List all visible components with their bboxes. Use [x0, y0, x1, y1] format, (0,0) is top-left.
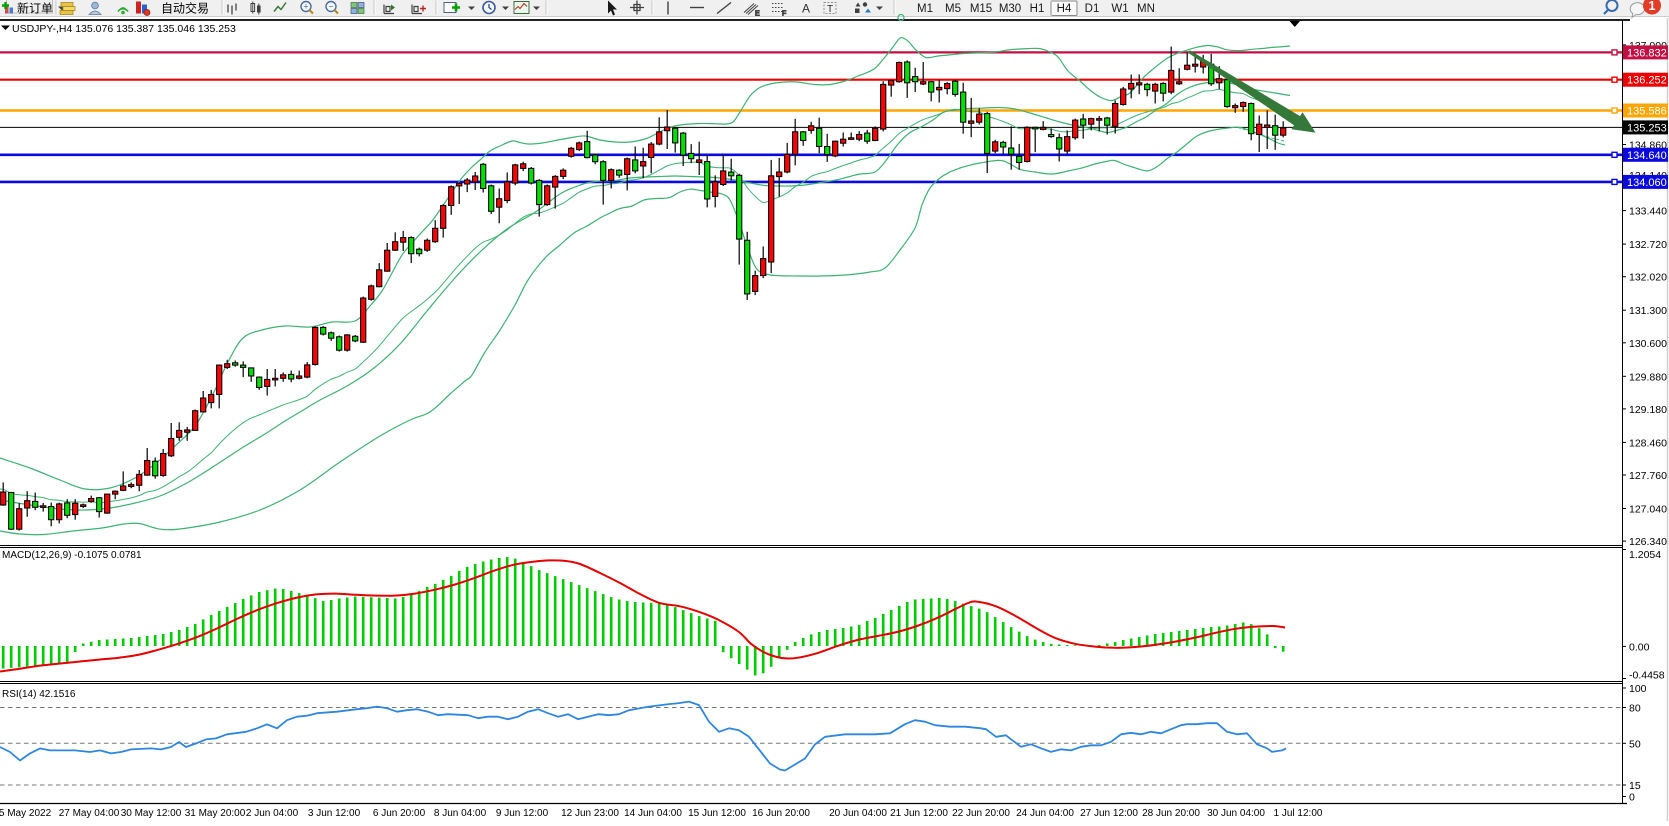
svg-text:USDJPY-,H4 135.076 135.387 13: USDJPY-,H4 135.076 135.387 135.046 135.2…: [12, 23, 236, 35]
svg-text:T: T: [827, 4, 833, 15]
svg-text:3 Jun 12:00: 3 Jun 12:00: [308, 808, 361, 819]
svg-text:15: 15: [1629, 780, 1641, 792]
svg-text:D1: D1: [1085, 3, 1100, 15]
svg-text:20 Jun 04:00: 20 Jun 04:00: [829, 808, 887, 819]
svg-text:135.586: 135.586: [1627, 106, 1667, 118]
svg-text:30 May 12:00: 30 May 12:00: [121, 808, 182, 819]
svg-text:31 May 20:00: 31 May 20:00: [185, 808, 246, 819]
svg-text:M5: M5: [945, 3, 961, 15]
svg-text:9 Jun 12:00: 9 Jun 12:00: [496, 808, 549, 819]
svg-text:129.880: 129.880: [1629, 371, 1667, 383]
svg-text:5 May 2022: 5 May 2022: [0, 808, 52, 819]
svg-text:8 Jun 04:00: 8 Jun 04:00: [434, 808, 487, 819]
svg-text:22 Jun 20:00: 22 Jun 20:00: [952, 808, 1010, 819]
svg-text:14 Jun 04:00: 14 Jun 04:00: [624, 808, 682, 819]
svg-text:50: 50: [1629, 738, 1641, 750]
svg-text:MACD(12,26,9) -0.1075 0.0781: MACD(12,26,9) -0.1075 0.0781: [2, 550, 142, 561]
svg-text:132.020: 132.020: [1629, 272, 1667, 284]
svg-text:0.00: 0.00: [1629, 641, 1650, 653]
svg-text:RSI(14) 42.1516: RSI(14) 42.1516: [2, 689, 76, 700]
svg-text:E: E: [755, 11, 760, 18]
svg-text:M1: M1: [917, 3, 933, 15]
svg-text:132.720: 132.720: [1629, 239, 1667, 251]
svg-text:127.040: 127.040: [1629, 504, 1667, 516]
svg-text:1 Jul 12:00: 1 Jul 12:00: [1274, 808, 1323, 819]
svg-text:M15: M15: [970, 3, 992, 15]
svg-text:新订单: 新订单: [17, 1, 53, 16]
svg-text:+: +: [303, 2, 308, 12]
svg-text:自动交易: 自动交易: [161, 1, 209, 16]
svg-text:134.060: 134.060: [1627, 177, 1667, 189]
svg-text:15 Jun 12:00: 15 Jun 12:00: [688, 808, 746, 819]
svg-text:6 Jun 20:00: 6 Jun 20:00: [373, 808, 426, 819]
svg-text:129.180: 129.180: [1629, 404, 1667, 416]
svg-text:16 Jun 20:00: 16 Jun 20:00: [752, 808, 810, 819]
svg-text:1.2054: 1.2054: [1629, 549, 1661, 561]
svg-text:F: F: [782, 11, 786, 18]
svg-text:130.600: 130.600: [1629, 338, 1667, 350]
svg-text:133.440: 133.440: [1629, 206, 1667, 218]
svg-text:127.760: 127.760: [1629, 470, 1667, 482]
svg-text:21 Jun 12:00: 21 Jun 12:00: [890, 808, 948, 819]
svg-text:2 Jun 04:00: 2 Jun 04:00: [246, 808, 299, 819]
svg-text:135.253: 135.253: [1627, 122, 1667, 134]
svg-text:1: 1: [1649, 0, 1656, 13]
svg-text:−: −: [328, 2, 333, 12]
svg-text:12 Jun 23:00: 12 Jun 23:00: [561, 808, 619, 819]
svg-text:W1: W1: [1111, 3, 1128, 15]
svg-text:H4: H4: [1057, 3, 1072, 15]
svg-text:134.640: 134.640: [1627, 150, 1667, 162]
svg-text:136.252: 136.252: [1627, 75, 1667, 87]
svg-text:80: 80: [1629, 703, 1641, 715]
svg-text:0: 0: [1629, 792, 1635, 804]
svg-text:24 Jun 04:00: 24 Jun 04:00: [1016, 808, 1074, 819]
svg-text:H1: H1: [1030, 3, 1045, 15]
svg-text:MN: MN: [1137, 3, 1155, 15]
svg-text:A: A: [802, 2, 810, 16]
svg-text:30 Jun 04:00: 30 Jun 04:00: [1207, 808, 1265, 819]
svg-text:-0.4458: -0.4458: [1629, 669, 1665, 681]
svg-text:27 Jun 12:00: 27 Jun 12:00: [1080, 808, 1138, 819]
svg-text:100: 100: [1629, 683, 1647, 695]
svg-text:136.832: 136.832: [1627, 47, 1667, 59]
svg-text:126.340: 126.340: [1629, 536, 1667, 548]
svg-text:131.300: 131.300: [1629, 305, 1667, 317]
svg-text:M30: M30: [999, 3, 1021, 15]
svg-text:128.460: 128.460: [1629, 437, 1667, 449]
svg-text:27 May 04:00: 27 May 04:00: [59, 808, 120, 819]
svg-text:28 Jun 20:00: 28 Jun 20:00: [1142, 808, 1200, 819]
